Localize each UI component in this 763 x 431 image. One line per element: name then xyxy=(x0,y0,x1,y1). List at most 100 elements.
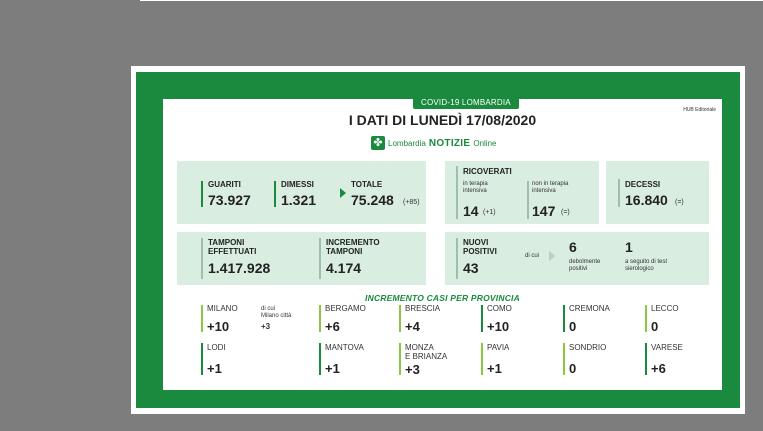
province-name-mantova: MANTOVA xyxy=(325,343,364,352)
province-bar-brescia xyxy=(399,305,401,332)
ricoverati-bar xyxy=(456,166,458,219)
province-name-monza-2: E BRIANZA xyxy=(405,352,448,361)
decessi-bar xyxy=(618,179,620,207)
province-bar-bergamo xyxy=(319,305,321,332)
province-value-pavia: +1 xyxy=(487,361,502,376)
province-bar-lecco xyxy=(645,305,647,332)
tamponi-bar xyxy=(201,238,203,279)
dimessi-bar xyxy=(274,181,276,207)
brand-logo: ✤ Lombardia NOTIZIE Online xyxy=(371,135,496,151)
milano-city-label-1: di cui xyxy=(261,306,276,312)
totale-value: 75.248 xyxy=(351,192,394,208)
province-bar-sondrio xyxy=(563,343,565,375)
nti-delta: (=) xyxy=(561,209,570,216)
decessi-label: DECESSI xyxy=(625,180,661,189)
positivi-label-2: POSITIVI xyxy=(463,247,497,256)
province-bar-mantova xyxy=(319,343,321,375)
province-value-sondrio: 0 xyxy=(569,361,577,376)
province-name-milano: MILANO xyxy=(207,304,238,313)
ti-value: 14 xyxy=(463,203,479,219)
province-name-lodi: LODI xyxy=(207,343,226,352)
ti-label-2: intensiva xyxy=(463,188,487,194)
debolmente-label-1: debolmente xyxy=(569,259,601,265)
nti-label-2: intensiva xyxy=(532,188,556,194)
province-value-mantova: +1 xyxy=(325,361,340,376)
decessi-delta: (=) xyxy=(675,199,684,206)
green-frame: COVID-19 LOMBARDIA HUB Editoriale I DATI… xyxy=(136,72,740,408)
debolmente-label-2: positivi xyxy=(569,266,588,272)
province-bar-varese xyxy=(645,343,647,375)
province-value-cremona: 0 xyxy=(569,319,577,334)
province-value-brescia: +4 xyxy=(405,319,420,334)
province-name-bergamo: BERGAMO xyxy=(325,304,366,313)
lombardia-cross-icon: ✤ xyxy=(371,136,385,150)
province-name-lecco: LECCO xyxy=(651,304,679,313)
province-bar-lodi xyxy=(201,343,203,375)
ricoverati-label: RICOVERATI xyxy=(463,167,512,176)
page-title: I DATI DI LUNEDÌ 17/08/2020 xyxy=(348,112,537,128)
debolmente-positivi-value: 6 xyxy=(569,239,577,255)
brand-name: NOTIZIE xyxy=(428,137,471,149)
sierologico-label-1: a seguito di test xyxy=(625,259,668,265)
province-name-varese: VARESE xyxy=(651,343,683,352)
nti-label-1: non in terapia xyxy=(532,181,569,187)
ricoverati-box xyxy=(445,161,599,224)
totale-arrow-icon xyxy=(340,188,346,198)
sierologico-label-2: sierologico xyxy=(625,266,654,272)
incremento-tamponi-label-1: INCREMENTO xyxy=(326,238,380,247)
province-value-lodi: +1 xyxy=(207,361,222,376)
province-value-como: +10 xyxy=(487,319,510,334)
brand-prefix: Lombardia xyxy=(388,138,426,148)
positivi-bar xyxy=(456,238,458,279)
province-bar-como xyxy=(481,305,483,332)
province-bar-pavia xyxy=(481,343,483,375)
province-value-bergamo: +6 xyxy=(325,319,340,334)
di-cui-label: di cui xyxy=(525,253,540,259)
province-name-como: COMO xyxy=(487,304,512,313)
province-value-lecco: 0 xyxy=(651,319,659,334)
nti-bar xyxy=(527,181,529,219)
sierologico-value: 1 xyxy=(625,239,633,255)
ti-delta: (+1) xyxy=(483,209,496,216)
province-bar-monza xyxy=(399,343,401,375)
incremento-tamponi-bar xyxy=(319,238,321,279)
incremento-tamponi-value: 4.174 xyxy=(326,260,362,276)
province-bar-milano xyxy=(201,305,203,332)
province-bar-cremona xyxy=(563,305,565,332)
tamponi-box xyxy=(177,232,426,285)
guariti-bar xyxy=(201,181,203,207)
header-tag: COVID-19 LOMBARDIA xyxy=(413,96,519,109)
ti-label-1: in terapia xyxy=(463,181,488,187)
province-name-monza: MONZA xyxy=(405,343,434,352)
publisher-label: HUB Editoriale xyxy=(683,107,716,113)
di-cui-arrow-icon xyxy=(549,251,555,261)
top-strip xyxy=(140,0,763,1)
province-name-brescia: BRESCIA xyxy=(405,304,441,313)
tamponi-label-1: TAMPONI xyxy=(208,238,245,247)
milano-city-value: +3 xyxy=(261,322,271,331)
guariti-value: 73.927 xyxy=(208,192,251,208)
summary-box xyxy=(177,161,426,224)
province-value-monza: +3 xyxy=(405,362,420,377)
province-name-cremona: CREMONA xyxy=(569,304,610,313)
infographic-card: COVID-19 LOMBARDIA HUB Editoriale I DATI… xyxy=(131,66,745,414)
incremento-tamponi-label-2: TAMPONI xyxy=(326,247,363,256)
positivi-box xyxy=(445,232,709,285)
guariti-label: GUARITI xyxy=(208,180,241,189)
totale-label: TOTALE xyxy=(351,180,383,189)
province-name-sondrio: SONDRIO xyxy=(569,343,607,352)
province-value-varese: +6 xyxy=(651,361,666,376)
positivi-label-1: NUOVI xyxy=(463,238,489,247)
dimessi-value: 1.321 xyxy=(281,192,317,208)
nti-value: 147 xyxy=(532,203,556,219)
decessi-box xyxy=(606,161,709,224)
infographic-body: COVID-19 LOMBARDIA HUB Editoriale I DATI… xyxy=(163,96,722,390)
province-name-pavia: PAVIA xyxy=(487,343,510,352)
province-title: INCREMENTO CASI PER PROVINCIA xyxy=(365,293,520,303)
positivi-value: 43 xyxy=(463,260,479,276)
brand-suffix: Online xyxy=(473,138,497,148)
totale-delta: (+85) xyxy=(403,199,420,206)
dimessi-label: DIMESSI xyxy=(281,180,314,189)
tamponi-value: 1.417.928 xyxy=(208,260,271,276)
tamponi-label-2: EFFETTUATI xyxy=(208,247,257,256)
